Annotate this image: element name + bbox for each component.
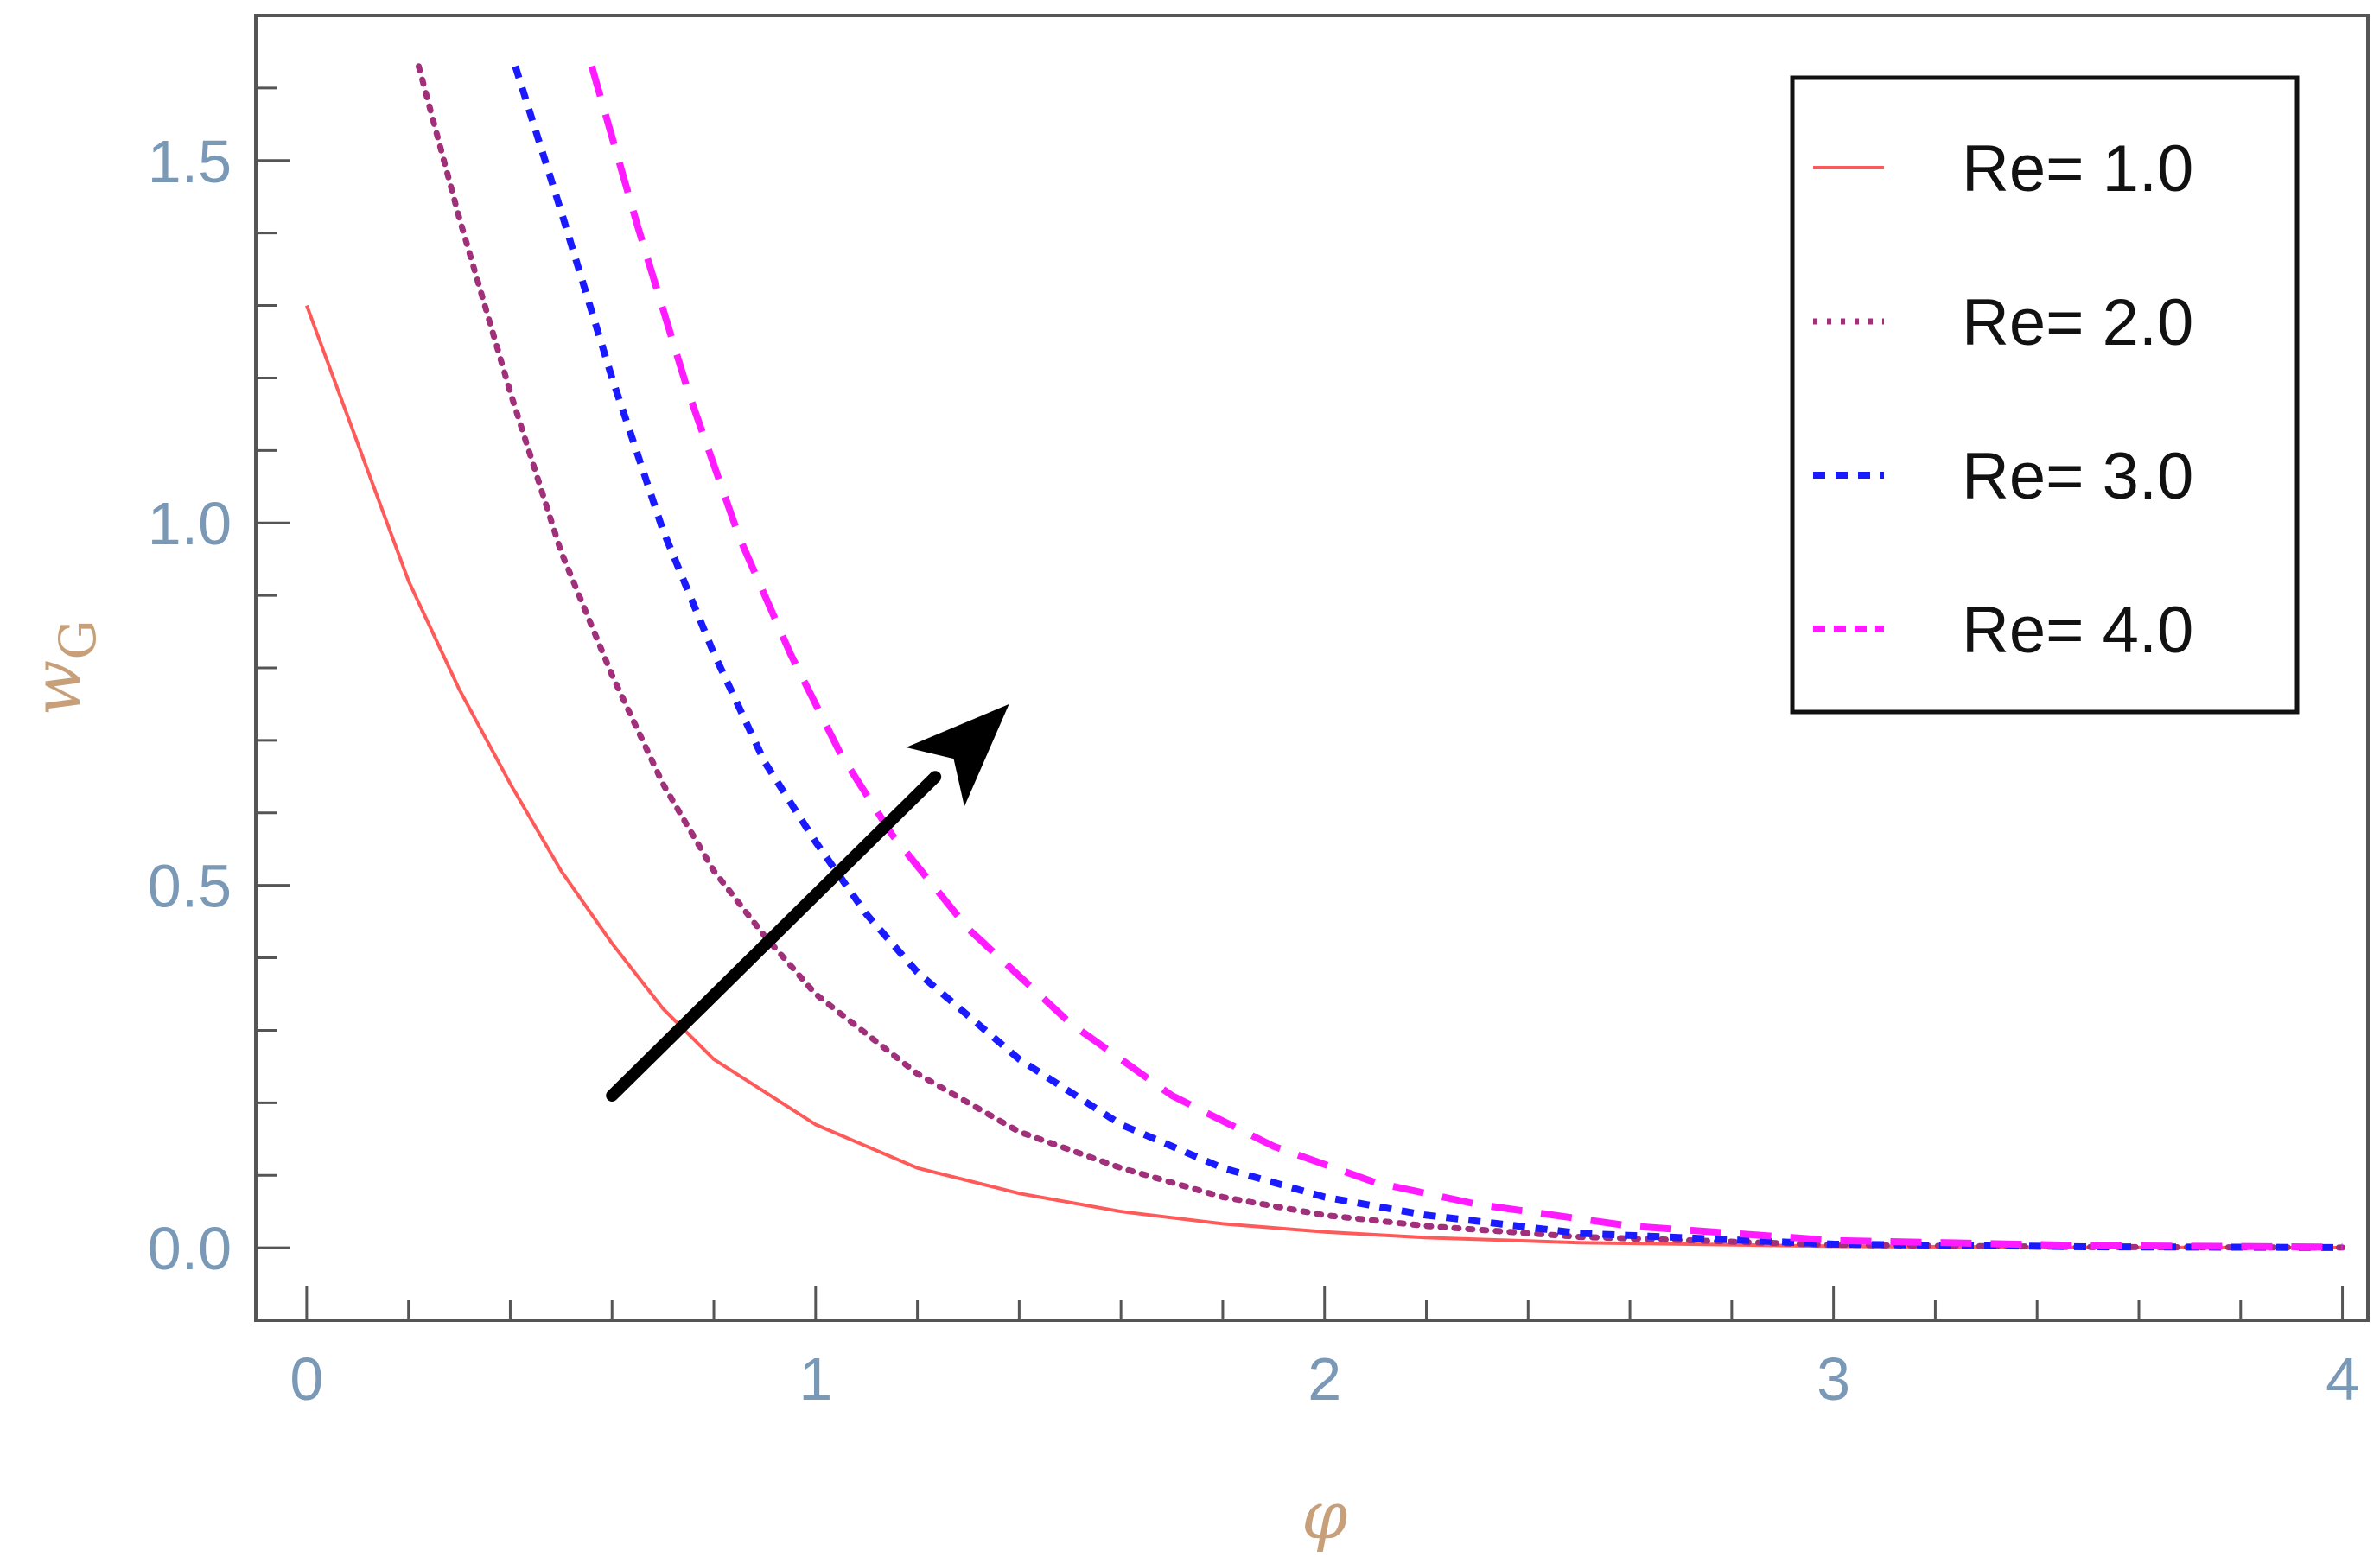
- x-tick-label: 2: [1308, 1345, 1341, 1413]
- x-tick-label: 0: [290, 1345, 323, 1413]
- arrow-head: [906, 703, 1009, 807]
- x-axis-ticks: 0 1 2 3 4: [290, 1286, 2359, 1413]
- series-line-4: [588, 65, 2343, 1251]
- series-layer: [305, 63, 2346, 1251]
- x-axis-title: φ: [1301, 1477, 1347, 1554]
- legend-label-2: Re= 2.0: [1962, 286, 2193, 359]
- legend: Re= 1.0 Re= 2.0 Re= 3.0 Re= 4.0: [1790, 75, 2300, 715]
- x-tick-label: 4: [2326, 1345, 2359, 1413]
- series-line-2: [416, 63, 2346, 1251]
- series-line-3: [512, 65, 2343, 1251]
- series-line-1: [305, 304, 2343, 1249]
- y-tick-label: 0.5: [148, 853, 232, 920]
- legend-label-3: Re= 3.0: [1962, 440, 2193, 513]
- y-tick-label: 1.5: [148, 128, 232, 195]
- x-tick-label: 1: [799, 1345, 832, 1413]
- y-tick-label: 1.0: [148, 490, 232, 557]
- annotation-layer: [606, 703, 1009, 1102]
- y-tick-label: 0.0: [148, 1215, 232, 1282]
- legend-label-1: Re= 1.0: [1962, 132, 2193, 206]
- y-axis-ticks: 0.0 0.5 1.0 1.5: [148, 86, 290, 1322]
- arrow-shaft: [606, 771, 942, 1102]
- legend-box: [1790, 75, 2300, 715]
- legend-label-4: Re= 4.0: [1962, 594, 2193, 667]
- y-axis-title: wG: [18, 620, 107, 715]
- x-tick-label: 3: [1817, 1345, 1850, 1413]
